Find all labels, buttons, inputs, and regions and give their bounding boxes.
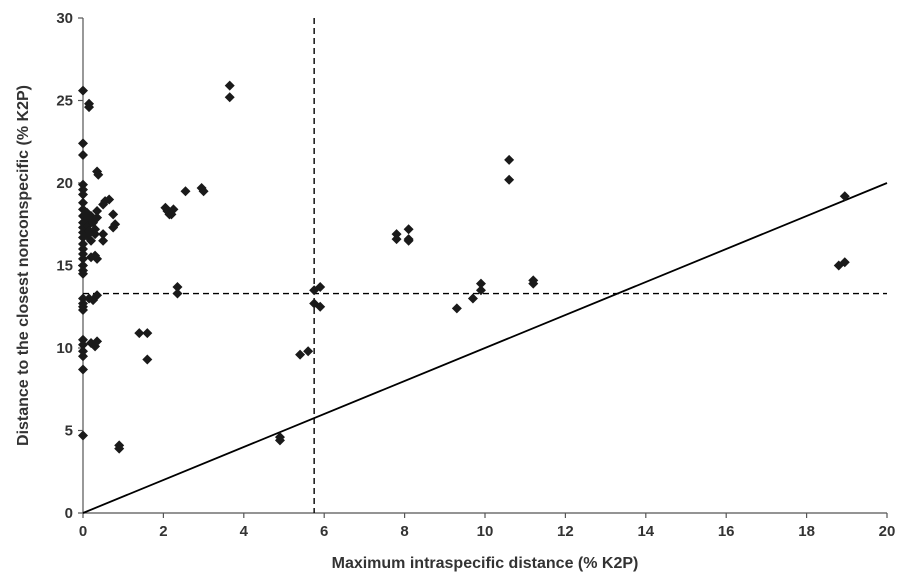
data-point xyxy=(142,354,153,365)
data-point xyxy=(78,430,88,441)
data-point xyxy=(224,92,235,103)
data-point xyxy=(108,209,119,220)
x-tick-label: 6 xyxy=(320,523,328,540)
data-point xyxy=(475,278,486,289)
data-point xyxy=(166,209,177,220)
y-tick-label: 20 xyxy=(56,175,73,192)
data-point xyxy=(274,435,285,446)
y-tick-label: 5 xyxy=(65,423,73,440)
reference-lines xyxy=(82,18,888,514)
x-tick-label: 14 xyxy=(637,523,654,540)
data-point xyxy=(78,149,88,160)
y-tick-label: 10 xyxy=(56,340,73,357)
data-point xyxy=(92,336,103,347)
x-tick-label: 20 xyxy=(879,523,896,540)
data-point xyxy=(78,85,88,96)
x-tick-label: 16 xyxy=(718,523,735,540)
data-point xyxy=(92,290,103,301)
identity-line xyxy=(82,182,888,514)
data-point xyxy=(134,328,145,339)
data-point xyxy=(315,281,326,292)
data-point xyxy=(391,234,402,245)
data-point xyxy=(315,301,326,312)
data-point xyxy=(78,189,88,200)
data-point xyxy=(528,278,539,289)
data-point xyxy=(114,443,125,454)
data-point xyxy=(86,252,97,263)
axes: 0 5 10 15 20 25 30 0 2 4 6 8 10 12 14 16 18 20 xyxy=(56,10,895,540)
data-point xyxy=(467,293,478,304)
data-point xyxy=(403,235,414,246)
x-tick-label: 4 xyxy=(240,523,249,540)
data-point xyxy=(78,305,88,316)
y-tick-label: 0 xyxy=(65,505,73,522)
data-point xyxy=(303,346,314,357)
data-point xyxy=(92,212,103,223)
data-point xyxy=(180,186,191,197)
data-point xyxy=(839,257,850,268)
data-point xyxy=(108,222,119,233)
data-point xyxy=(403,224,414,235)
data-point xyxy=(504,154,515,165)
data-point xyxy=(839,191,850,202)
y-tick-label: 30 xyxy=(56,10,73,27)
data-point xyxy=(92,206,103,217)
data-point xyxy=(198,186,209,197)
data-point xyxy=(90,229,101,240)
data-points xyxy=(78,80,850,454)
data-point xyxy=(86,235,97,246)
x-tick-label: 2 xyxy=(159,523,167,540)
data-point xyxy=(224,80,235,91)
x-tick-label: 18 xyxy=(798,523,815,540)
data-point xyxy=(84,102,95,113)
data-point xyxy=(78,364,88,375)
data-point xyxy=(78,138,88,149)
data-point xyxy=(78,197,88,208)
data-point xyxy=(172,288,183,299)
data-point xyxy=(78,339,88,350)
data-point xyxy=(98,235,109,246)
x-tick-label: 12 xyxy=(557,523,574,540)
data-point xyxy=(78,268,88,279)
x-tick-label: 8 xyxy=(400,523,408,540)
data-point xyxy=(104,194,115,205)
data-point xyxy=(98,229,109,240)
data-point xyxy=(475,285,486,296)
data-point xyxy=(78,351,88,362)
data-point xyxy=(172,281,183,292)
data-point xyxy=(142,328,153,339)
data-point xyxy=(295,349,306,360)
y-tick-label: 15 xyxy=(56,258,73,275)
x-tick-label: 10 xyxy=(477,523,494,540)
y-tick-label: 25 xyxy=(56,93,73,110)
y-axis-title: Distance to the closest nonconspecific (… xyxy=(15,85,32,446)
data-point xyxy=(93,169,104,180)
x-axis-title: Maximum intraspecific distance (% K2P) xyxy=(332,555,639,572)
x-tick-label: 0 xyxy=(79,523,87,540)
data-point xyxy=(78,253,88,264)
data-point xyxy=(451,303,462,314)
data-point xyxy=(504,174,515,185)
